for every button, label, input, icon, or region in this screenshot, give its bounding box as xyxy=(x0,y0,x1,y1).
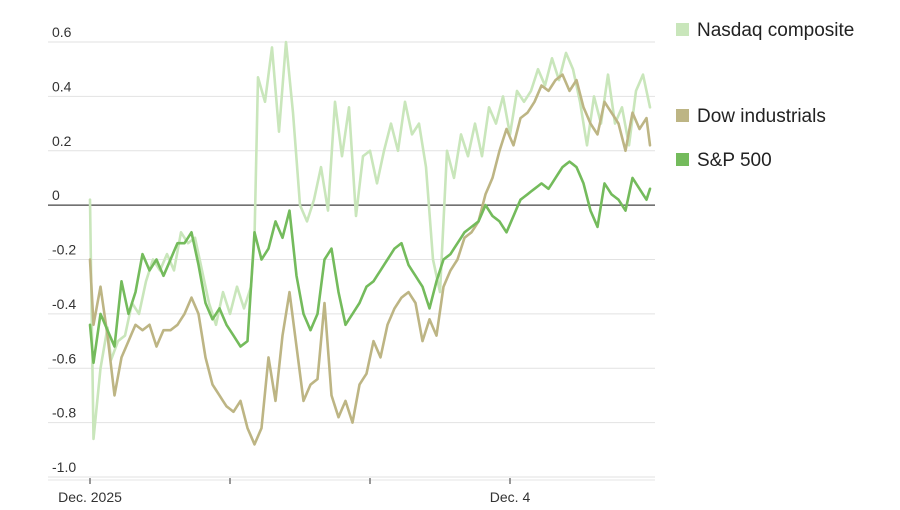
legend-swatch-s-p-500 xyxy=(676,153,689,166)
gridlines xyxy=(48,41,655,478)
y-tick-label: -0.4 xyxy=(52,296,76,312)
x-axis: Dec. 2025 Dec. 4 xyxy=(48,478,655,505)
y-tick-label: 0.6 xyxy=(52,24,72,40)
x-tick-label: Dec. 2025 xyxy=(58,489,122,505)
legend-swatch-nasdaq-composite xyxy=(676,23,689,36)
y-tick-label: 0.4 xyxy=(52,78,72,94)
y-tick-label: 0.2 xyxy=(52,133,72,149)
y-tick-label: 0 xyxy=(52,187,60,203)
legend: Nasdaq composite Dow industrials S&P 500 xyxy=(676,20,854,171)
y-tick-label: -1.0 xyxy=(52,459,76,475)
legend-swatch-dow-industrials xyxy=(676,109,689,122)
y-tick-label: -0.8 xyxy=(52,405,76,421)
y-axis-labels: 0.6 0.4 0.2 0 -0.2 -0.4 -0.6 -0.8 -1.0 xyxy=(52,24,76,475)
legend-label-nasdaq-composite: Nasdaq composite xyxy=(697,20,854,41)
y-tick-label: -0.2 xyxy=(52,242,76,258)
series-line-s-p-500 xyxy=(88,160,652,365)
legend-label-dow-industrials: Dow industrials xyxy=(697,106,826,127)
series-lines xyxy=(88,40,652,446)
x-tick-label: Dec. 4 xyxy=(490,489,531,505)
y-tick-label: -0.6 xyxy=(52,350,76,366)
series-line-dow-industrials xyxy=(88,73,652,446)
legend-label-s-p-500: S&P 500 xyxy=(697,150,772,171)
series-line-nasdaq-composite xyxy=(88,40,652,441)
